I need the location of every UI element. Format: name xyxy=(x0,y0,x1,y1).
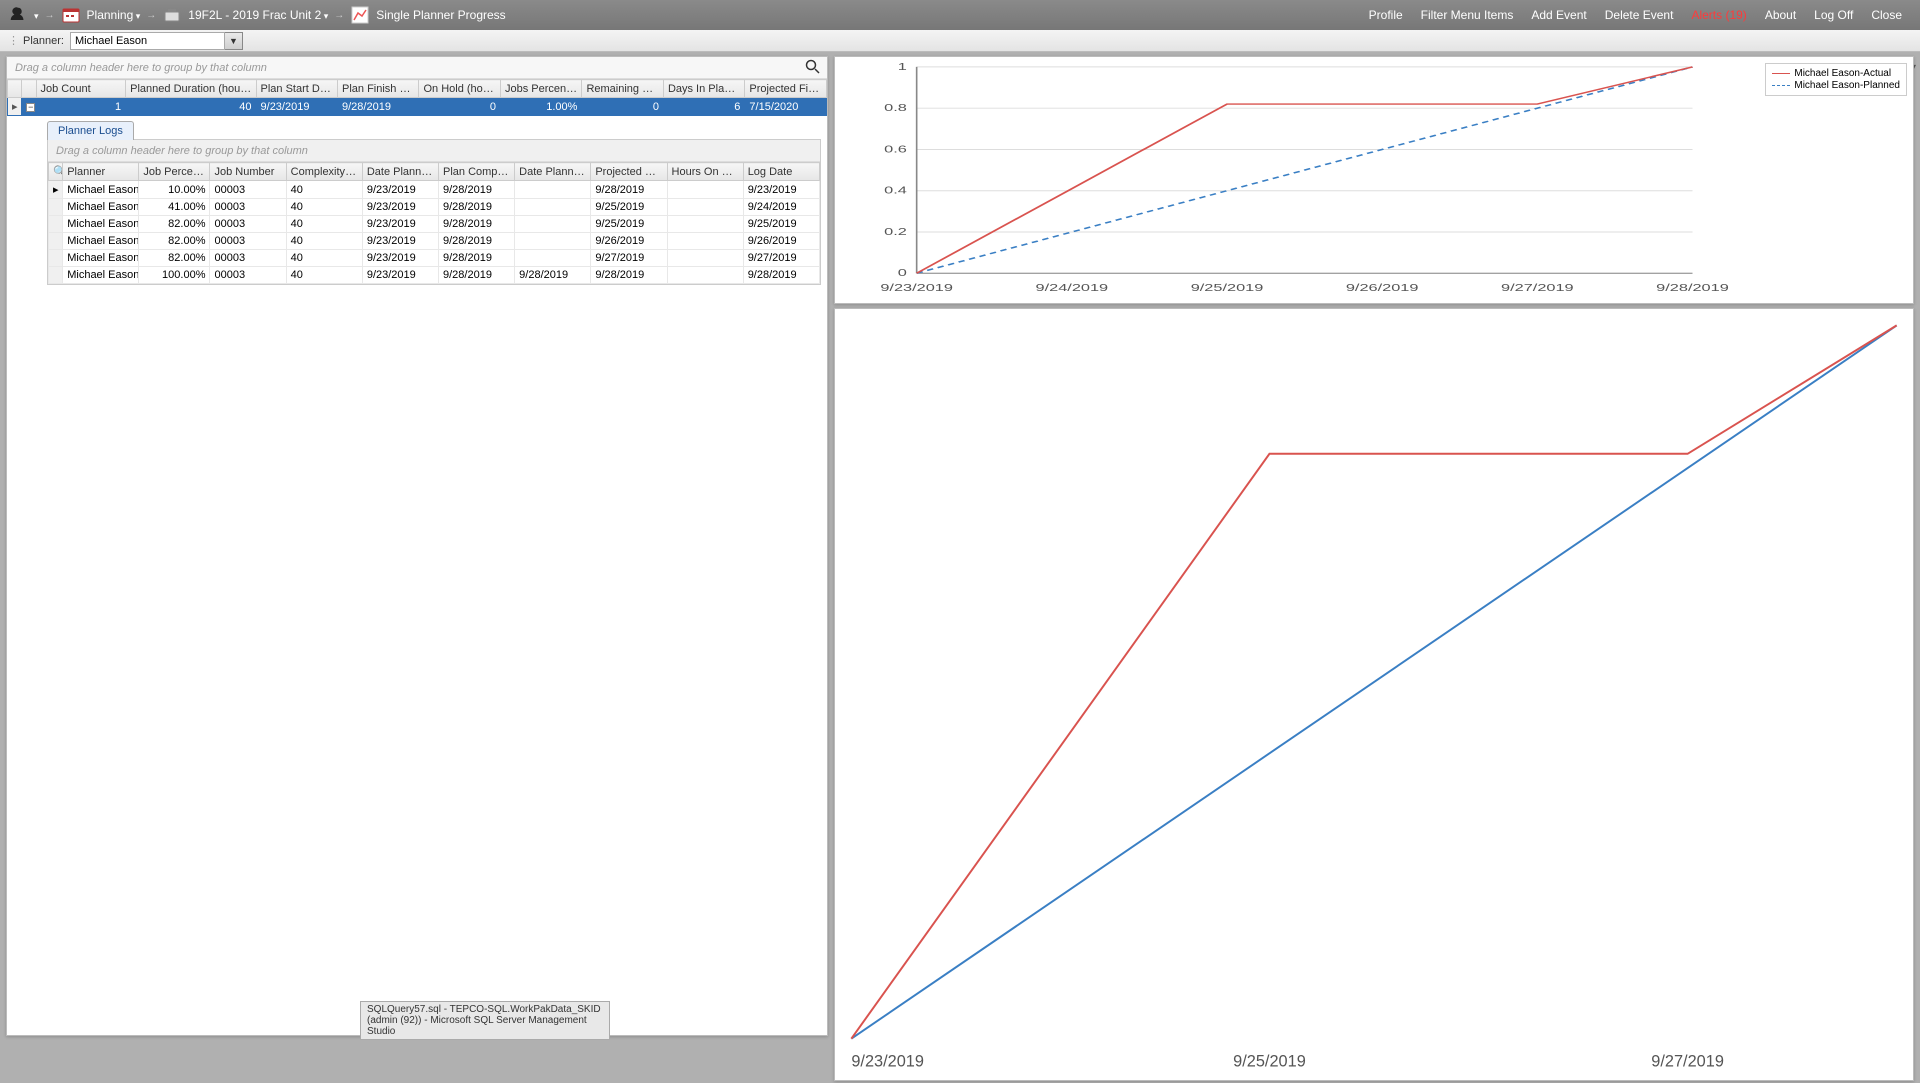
progress-chart-bottom: 9/23/2019 9/25/2019 9/27/2019 xyxy=(834,308,1914,1081)
col-header[interactable]: Remaining Hours xyxy=(582,80,663,98)
planner-logs-grid[interactable]: 🔍PlannerJob Percent Co...Job NumberCompl… xyxy=(48,162,820,284)
col-header[interactable]: Job Count xyxy=(36,80,126,98)
nav-logoff[interactable]: Log Off xyxy=(1814,8,1853,22)
tab-planner-logs[interactable]: Planner Logs xyxy=(47,121,134,140)
log-row[interactable]: Michael Eason82.00%00003409/23/20199/28/… xyxy=(49,216,820,233)
nav-delete-event[interactable]: Delete Event xyxy=(1605,8,1674,22)
chart-legend: Michael Eason-Actual Michael Eason-Plann… xyxy=(1765,63,1907,96)
svg-text:9/25/2019: 9/25/2019 xyxy=(1233,1053,1306,1071)
planner-input[interactable] xyxy=(70,32,225,50)
breadcrumb-sep-icon: → xyxy=(146,10,156,21)
svg-text:9/23/2019: 9/23/2019 xyxy=(880,282,953,293)
log-row[interactable]: Michael Eason100.00%00003409/23/20199/28… xyxy=(49,267,820,284)
col-header[interactable]: Planned Duration (hours) xyxy=(126,80,256,98)
row-chevron-icon[interactable] xyxy=(49,250,63,267)
breadcrumb-sep-icon: → xyxy=(334,10,344,21)
svg-text:1: 1 xyxy=(898,61,907,72)
top-nav: → Planning → 19F2L - 2019 Frac Unit 2 → … xyxy=(0,0,1920,30)
planner-label: Planner: xyxy=(23,35,64,47)
row-chevron-icon[interactable] xyxy=(49,199,63,216)
svg-text:0.2: 0.2 xyxy=(884,226,907,237)
nav-about[interactable]: About xyxy=(1765,8,1796,22)
planning-icon[interactable] xyxy=(61,5,81,25)
project-breadcrumb[interactable]: 19F2L - 2019 Frac Unit 2 xyxy=(188,8,328,22)
col-header[interactable]: Hours On Hold xyxy=(667,163,743,181)
col-header[interactable]: Projected Finish Date xyxy=(745,80,827,98)
col-header[interactable]: Plan Start Date xyxy=(256,80,337,98)
toolbar-grip-icon: ⋮ xyxy=(8,34,17,47)
svg-text:0: 0 xyxy=(898,267,907,278)
svg-text:0.4: 0.4 xyxy=(884,185,907,196)
summary-row[interactable]: ▸ − 1 40 9/23/2019 9/28/2019 0 1.00% 0 6… xyxy=(8,98,827,116)
svg-text:0.6: 0.6 xyxy=(884,144,907,155)
project-icon[interactable] xyxy=(162,5,182,25)
planning-menu[interactable]: Planning xyxy=(87,8,141,22)
user-silhouette-icon[interactable] xyxy=(8,5,28,25)
group-by-hint[interactable]: Drag a column header here to group by th… xyxy=(7,57,827,79)
taskbar-tooltip: SQLQuery57.sql - TEPCO-SQL.WorkPakData_S… xyxy=(360,1001,610,1040)
col-header[interactable]: Plan Complete D... xyxy=(439,163,515,181)
col-header[interactable]: On Hold (hours) xyxy=(419,80,500,98)
progress-chart-top: Michael Eason-Actual Michael Eason-Plann… xyxy=(834,56,1914,304)
svg-text:9/27/2019: 9/27/2019 xyxy=(1651,1053,1724,1071)
svg-text:0.8: 0.8 xyxy=(884,102,907,113)
planner-dropdown-button[interactable]: ▼ xyxy=(225,32,243,50)
row-chevron-icon[interactable]: ▸ xyxy=(49,181,63,199)
col-header[interactable]: Planner xyxy=(63,163,139,181)
nav-alerts[interactable]: Alerts (19) xyxy=(1691,8,1746,22)
row-chevron-icon[interactable] xyxy=(49,216,63,233)
search-icon[interactable] xyxy=(805,59,821,82)
col-header[interactable]: Plan Finish Date xyxy=(338,80,419,98)
svg-text:9/28/2019: 9/28/2019 xyxy=(1656,282,1729,293)
nav-close[interactable]: Close xyxy=(1871,8,1902,22)
svg-text:9/23/2019: 9/23/2019 xyxy=(851,1053,924,1071)
svg-text:9/24/2019: 9/24/2019 xyxy=(1036,282,1109,293)
page-title: Single Planner Progress xyxy=(376,8,505,22)
log-row[interactable]: ▸Michael Eason10.00%00003409/23/20199/28… xyxy=(49,181,820,199)
col-header[interactable]: Days In Planning xyxy=(663,80,744,98)
nav-profile[interactable]: Profile xyxy=(1369,8,1403,22)
left-panel: Drag a column header here to group by th… xyxy=(6,56,828,1036)
log-row[interactable]: Michael Eason41.00%00003409/23/20199/28/… xyxy=(49,199,820,216)
filter-icon[interactable]: 🔍 xyxy=(49,163,63,181)
chart-icon[interactable] xyxy=(350,5,370,25)
subgrid-group-hint[interactable]: Drag a column header here to group by th… xyxy=(48,140,820,162)
right-panel: Michael Eason-Actual Michael Eason-Plann… xyxy=(834,56,1914,1036)
row-chevron-icon[interactable] xyxy=(49,267,63,284)
col-header[interactable]: Date Planning C... xyxy=(515,163,591,181)
col-header[interactable]: Job Number xyxy=(210,163,286,181)
col-header[interactable]: Complexity (hr) xyxy=(286,163,362,181)
svg-text:9/27/2019: 9/27/2019 xyxy=(1501,282,1574,293)
svg-text:9/26/2019: 9/26/2019 xyxy=(1346,282,1419,293)
user-menu[interactable] xyxy=(34,8,39,22)
nav-add-event[interactable]: Add Event xyxy=(1531,8,1586,22)
svg-text:9/25/2019: 9/25/2019 xyxy=(1191,282,1264,293)
col-header[interactable]: Date Planning St... xyxy=(362,163,438,181)
breadcrumb-sep-icon: → xyxy=(45,10,55,21)
row-chevron-icon[interactable] xyxy=(49,233,63,250)
col-header[interactable]: Jobs Percent Com... xyxy=(500,80,581,98)
row-collapse-icon[interactable]: − xyxy=(22,98,36,116)
summary-grid[interactable]: Job CountPlanned Duration (hours)Plan St… xyxy=(7,79,827,116)
col-header[interactable]: Job Percent Co... xyxy=(139,163,210,181)
row-chevron-icon[interactable]: ▸ xyxy=(8,98,22,116)
log-row[interactable]: Michael Eason82.00%00003409/23/20199/28/… xyxy=(49,233,820,250)
log-row[interactable]: Michael Eason82.00%00003409/23/20199/28/… xyxy=(49,250,820,267)
col-header[interactable]: Projected End D... xyxy=(591,163,667,181)
col-header[interactable]: Log Date xyxy=(743,163,819,181)
nav-filter[interactable]: Filter Menu Items xyxy=(1421,8,1514,22)
planner-toolbar: ⋮ Planner: ▼ ▾ xyxy=(0,30,1920,52)
